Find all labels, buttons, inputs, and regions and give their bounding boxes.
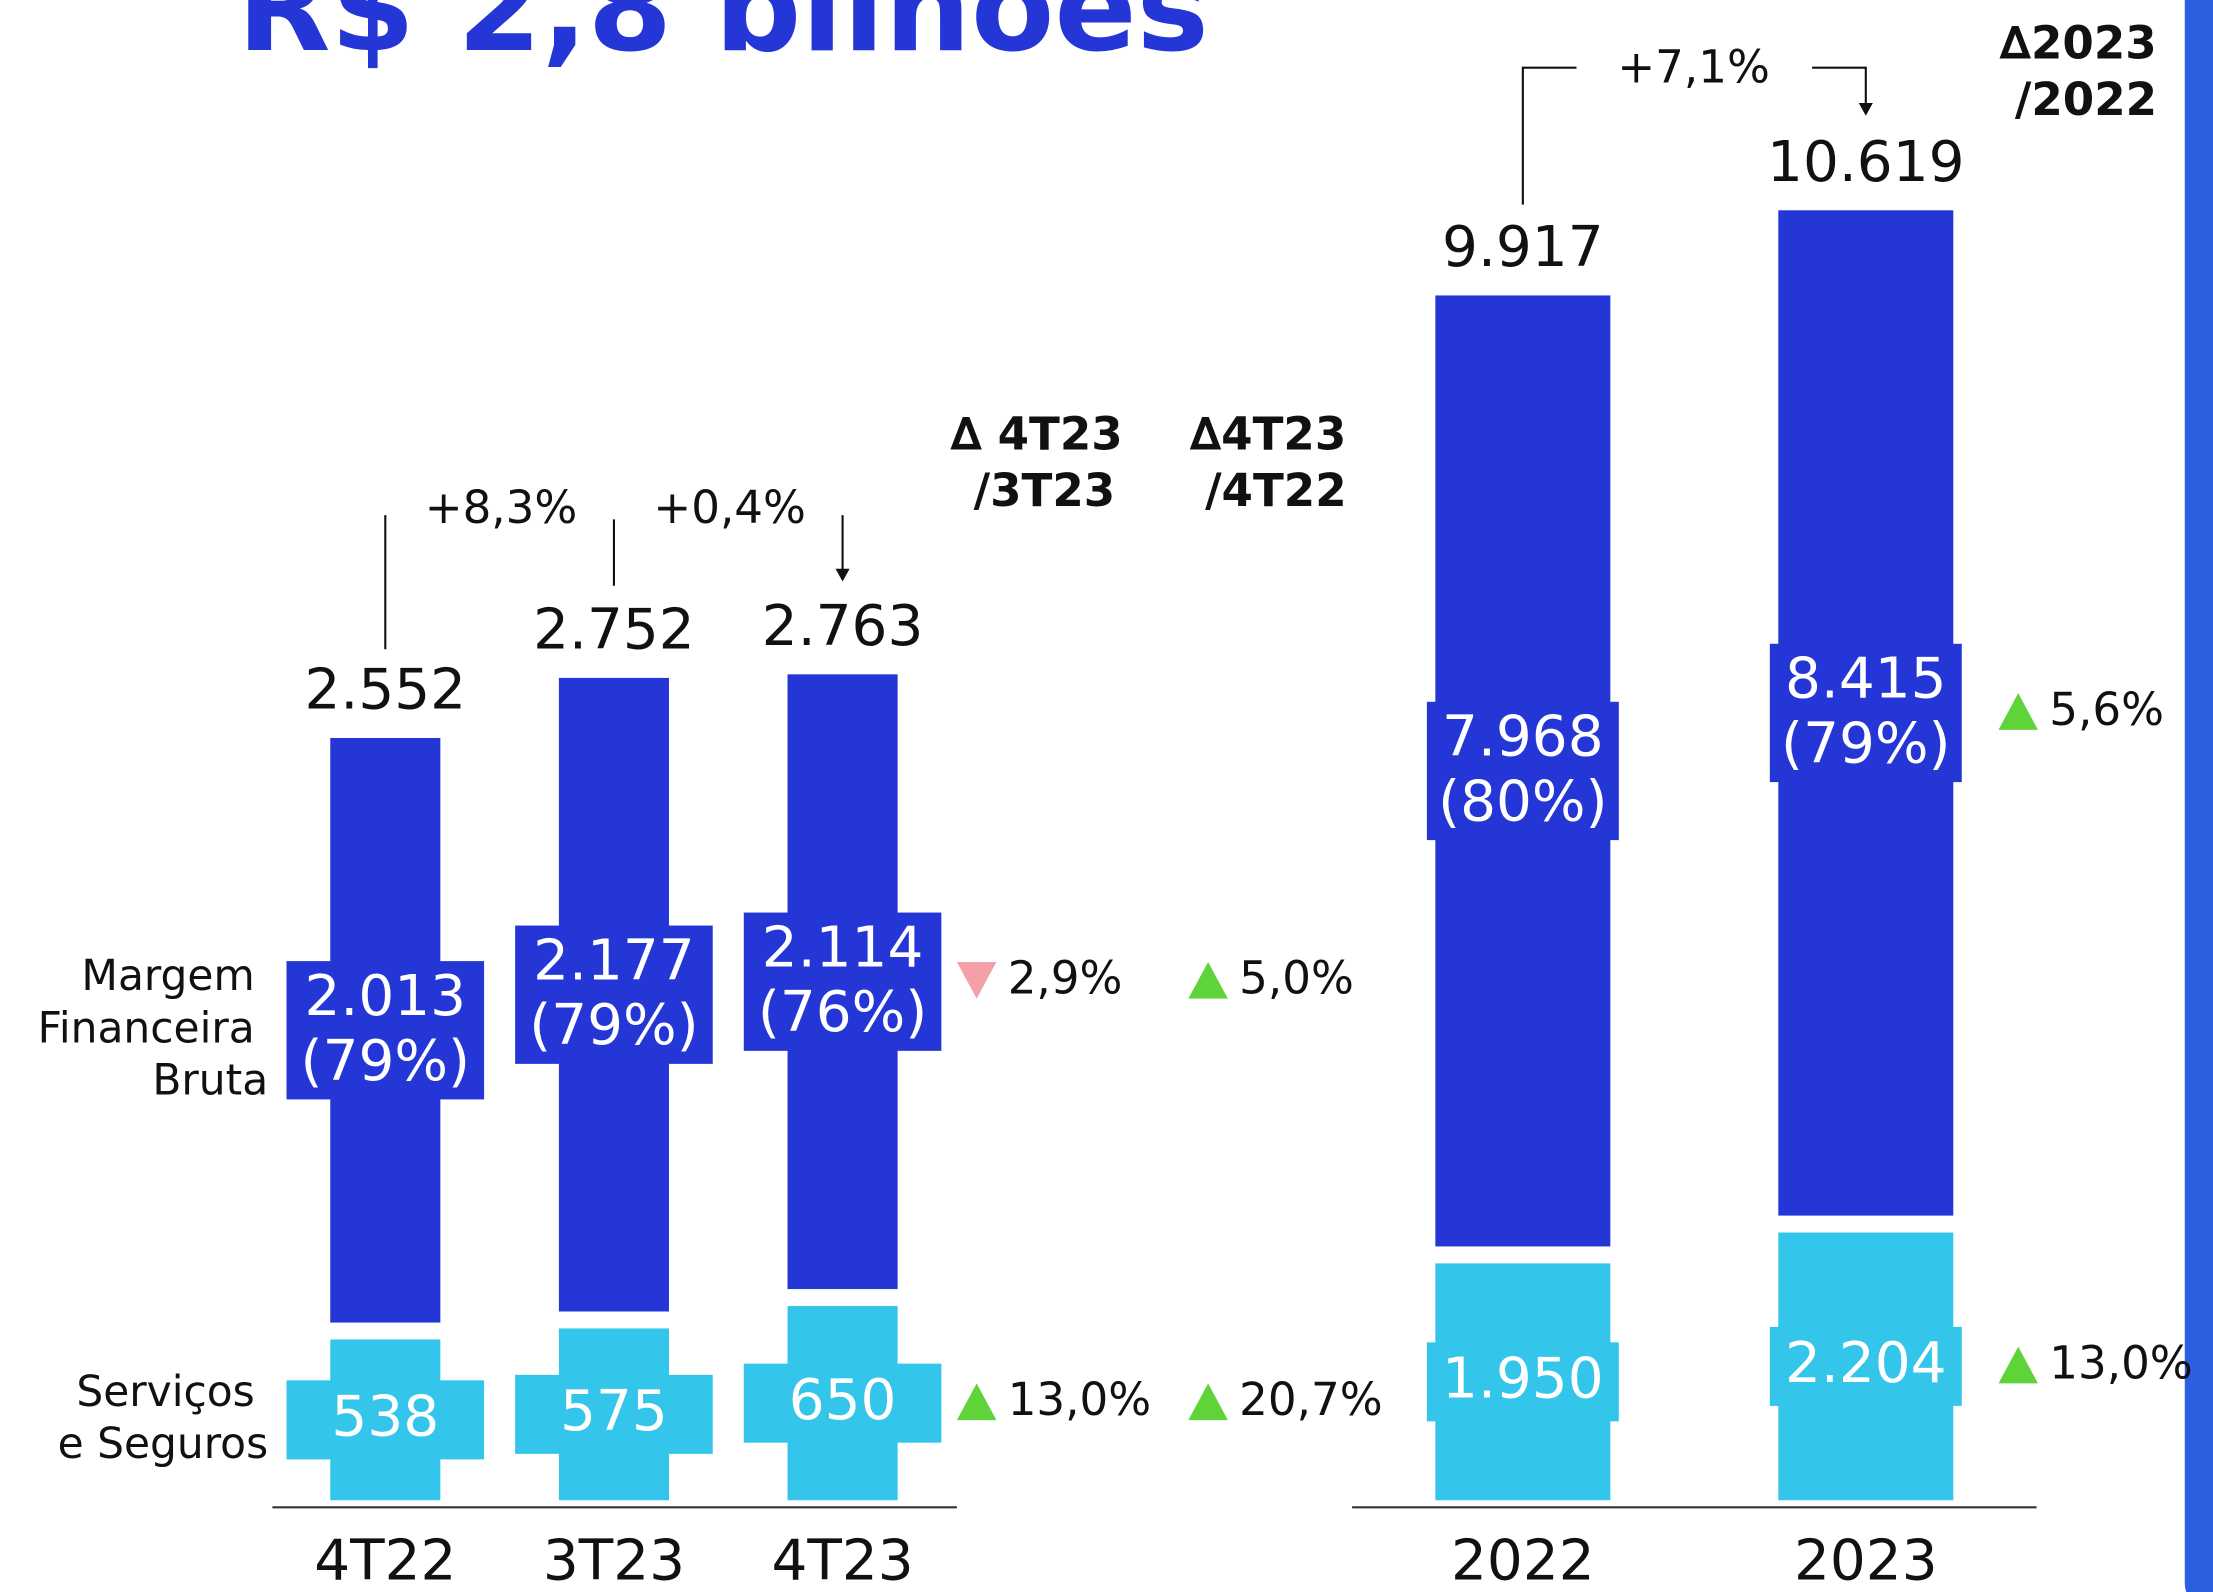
value-label-box <box>743 912 942 1051</box>
value-label: 2.204 <box>1785 1331 1947 1396</box>
value-label-box <box>1426 1342 1619 1422</box>
growth-label: +7,1% <box>1617 41 1770 94</box>
percent-label: (79%) <box>1781 711 1950 776</box>
edge-strip <box>2184 0 2213 1592</box>
value-label-box <box>1426 701 1619 841</box>
value-label-box <box>1769 643 1962 783</box>
page-title: R$ 2,8 bilhões <box>237 0 1209 79</box>
total-label: 2.552 <box>305 657 467 722</box>
delta-arrow <box>1188 961 1228 999</box>
value-label-box <box>515 925 713 1064</box>
delta-label: 13,0% <box>2049 1336 2192 1389</box>
delta-label: 5,6% <box>2049 683 2164 736</box>
total-label: 2.763 <box>762 594 924 659</box>
delta-label: 2,9% <box>1008 952 1123 1005</box>
value-label-box <box>286 961 485 1100</box>
percent-label: (80%) <box>1438 769 1607 834</box>
total-label: 9.917 <box>1442 215 1604 280</box>
x-tick-label: 3T23 <box>543 1528 685 1592</box>
delta-header: ∆4T23 /4T22 <box>1190 408 1362 517</box>
growth-arrow-head <box>835 568 850 582</box>
growth-label: +8,3% <box>425 481 578 534</box>
value-label: 538 <box>331 1385 439 1450</box>
value-label-box <box>515 1374 713 1454</box>
growth-label: +0,4% <box>653 481 806 534</box>
delta-arrow <box>956 961 997 999</box>
value-label: 7.968 <box>1442 705 1604 770</box>
value-label: 650 <box>789 1368 897 1433</box>
percent-label: (79%) <box>529 993 698 1058</box>
value-label: 2.114 <box>762 915 924 980</box>
value-label: 2.013 <box>305 964 467 1029</box>
x-tick-label: 4T23 <box>771 1528 913 1592</box>
delta-arrow <box>956 1383 997 1421</box>
delta-header: ∆2023 /2022 <box>2000 17 2173 126</box>
growth-arrow <box>1812 66 1867 113</box>
growth-arrow-head <box>1858 103 1873 116</box>
percent-label: (76%) <box>758 980 927 1045</box>
value-label: 1.950 <box>1442 1346 1604 1411</box>
x-tick-label: 2023 <box>1794 1528 1938 1592</box>
value-label-box <box>1769 1326 1962 1406</box>
x-tick-label: 2022 <box>1451 1528 1595 1592</box>
total-label: 2.752 <box>533 597 695 662</box>
legend-label: Margem Financeira Bruta <box>38 951 269 1104</box>
delta-arrow <box>1188 1383 1228 1421</box>
x-tick-label: 4T22 <box>314 1528 456 1592</box>
delta-label: 20,7% <box>1239 1373 1382 1426</box>
delta-label: 5,0% <box>1239 952 1354 1005</box>
value-label: 2.177 <box>533 928 695 993</box>
delta-arrow <box>1998 1346 2038 1384</box>
value-label-box <box>286 1380 485 1460</box>
value-label-box <box>743 1363 942 1443</box>
value-label: 8.415 <box>1785 647 1947 712</box>
delta-header: ∆ 4T23 /3T23 <box>950 408 1138 517</box>
growth-bracket <box>1521 66 1577 205</box>
total-label: 10.619 <box>1767 130 1964 195</box>
percent-label: (79%) <box>301 1029 470 1094</box>
delta-arrow <box>1998 693 2038 730</box>
delta-label: 13,0% <box>1008 1373 1151 1426</box>
legend-label: Serviços e Seguros <box>58 1366 269 1467</box>
value-label: 575 <box>560 1379 668 1444</box>
